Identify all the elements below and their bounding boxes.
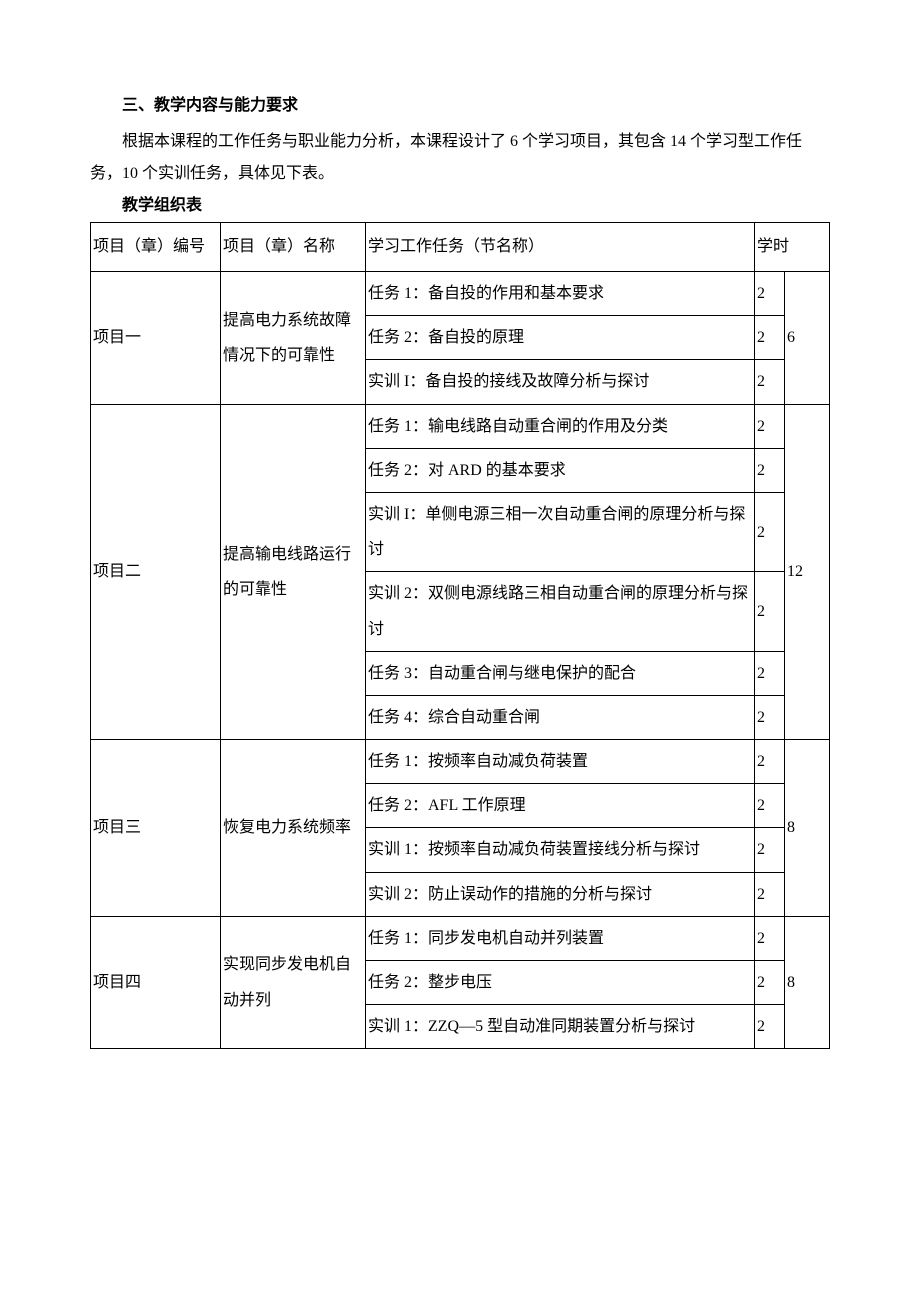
cell-task: 实训 I：单侧电源三相一次自动重合闸的原理分析与探讨 bbox=[366, 492, 755, 571]
cell-total-hours: 8 bbox=[784, 740, 829, 917]
table-row: 项目四实现同步发电机自动并列任务 1：同步发电机自动并列装置28 bbox=[91, 916, 830, 960]
table-row: 项目三恢复电力系统频率任务 1：按频率自动减负荷装置28 bbox=[91, 740, 830, 784]
cell-task: 任务 2：整步电压 bbox=[366, 961, 755, 1005]
cell-task: 任务 1：按频率自动减负荷装置 bbox=[366, 740, 755, 784]
cell-task: 实训 1：按频率自动减负荷装置接线分析与探讨 bbox=[366, 828, 755, 872]
cell-task: 实训 I：备自投的接线及故障分析与探讨 bbox=[366, 360, 755, 404]
cell-hours: 2 bbox=[754, 828, 784, 872]
cell-hours: 2 bbox=[754, 572, 784, 651]
cell-hours: 2 bbox=[754, 1005, 784, 1049]
cell-task: 任务 2：对 ARD 的基本要求 bbox=[366, 448, 755, 492]
cell-task: 任务 3：自动重合闸与继电保护的配合 bbox=[366, 651, 755, 695]
cell-hours: 2 bbox=[754, 961, 784, 1005]
curriculum-table: 项目（章）编号 项目（章）名称 学习工作任务（节名称） 学时 项目一提高电力系统… bbox=[90, 222, 830, 1049]
table-header-row: 项目（章）编号 项目（章）名称 学习工作任务（节名称） 学时 bbox=[91, 223, 830, 272]
cell-total-hours: 8 bbox=[784, 916, 829, 1049]
cell-hours: 2 bbox=[754, 651, 784, 695]
cell-project-name: 提高电力系统故障情况下的可靠性 bbox=[221, 272, 366, 405]
cell-hours: 2 bbox=[754, 872, 784, 916]
cell-hours: 2 bbox=[754, 272, 784, 316]
header-task: 学习工作任务（节名称） bbox=[366, 223, 755, 272]
cell-hours: 2 bbox=[754, 784, 784, 828]
cell-task: 任务 4：综合自动重合闸 bbox=[366, 695, 755, 739]
cell-hours: 2 bbox=[754, 448, 784, 492]
table-caption: 教学组织表 bbox=[90, 190, 830, 222]
cell-task: 任务 1：输电线路自动重合闸的作用及分类 bbox=[366, 404, 755, 448]
cell-total-hours: 12 bbox=[784, 404, 829, 740]
cell-task: 实训 2：双侧电源线路三相自动重合闸的原理分析与探讨 bbox=[366, 572, 755, 651]
table-row: 项目一提高电力系统故障情况下的可靠性任务 1：备自投的作用和基本要求26 bbox=[91, 272, 830, 316]
cell-hours: 2 bbox=[754, 316, 784, 360]
cell-task: 实训 2：防止误动作的措施的分析与探讨 bbox=[366, 872, 755, 916]
header-project-name: 项目（章）名称 bbox=[221, 223, 366, 272]
cell-hours: 2 bbox=[754, 404, 784, 448]
cell-hours: 2 bbox=[754, 492, 784, 571]
cell-hours: 2 bbox=[754, 360, 784, 404]
cell-total-hours: 6 bbox=[784, 272, 829, 405]
cell-project-num: 项目三 bbox=[91, 740, 221, 917]
cell-project-name: 提高输电线路运行的可靠性 bbox=[221, 404, 366, 740]
cell-task: 实训 1：ZZQ—5 型自动准同期装置分析与探讨 bbox=[366, 1005, 755, 1049]
header-project-num: 项目（章）编号 bbox=[91, 223, 221, 272]
section-heading: 三、教学内容与能力要求 bbox=[90, 90, 830, 122]
cell-hours: 2 bbox=[754, 740, 784, 784]
cell-hours: 2 bbox=[754, 916, 784, 960]
cell-project-num: 项目四 bbox=[91, 916, 221, 1049]
cell-project-num: 项目二 bbox=[91, 404, 221, 740]
cell-project-num: 项目一 bbox=[91, 272, 221, 405]
cell-task: 任务 2：AFL 工作原理 bbox=[366, 784, 755, 828]
table-row: 项目二提高输电线路运行的可靠性任务 1：输电线路自动重合闸的作用及分类212 bbox=[91, 404, 830, 448]
cell-task: 任务 1：备自投的作用和基本要求 bbox=[366, 272, 755, 316]
intro-paragraph: 根据本课程的工作任务与职业能力分析，本课程设计了 6 个学习项目，其包含 14 … bbox=[90, 126, 830, 190]
cell-task: 任务 2：备自投的原理 bbox=[366, 316, 755, 360]
cell-task: 任务 1：同步发电机自动并列装置 bbox=[366, 916, 755, 960]
cell-hours: 2 bbox=[754, 695, 784, 739]
header-hours: 学时 bbox=[754, 223, 829, 272]
cell-project-name: 恢复电力系统频率 bbox=[221, 740, 366, 917]
cell-project-name: 实现同步发电机自动并列 bbox=[221, 916, 366, 1049]
